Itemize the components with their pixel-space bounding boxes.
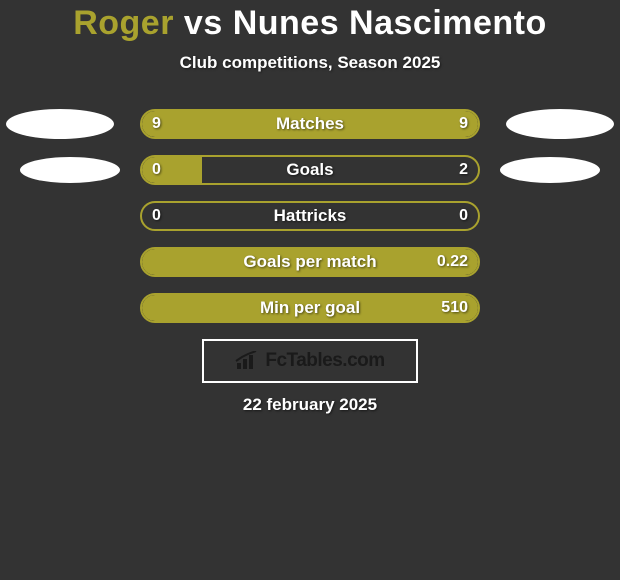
stat-label: Hattricks xyxy=(274,206,347,226)
stat-row-goals-per-match: Goals per match 0.22 xyxy=(0,247,620,277)
player2-name: Nunes Nascimento xyxy=(233,4,547,42)
stat-row-goals: 0 Goals 2 xyxy=(0,155,620,185)
stat-bar: 0 Goals 2 xyxy=(140,155,480,185)
stat-row-min-per-goal: Min per goal 510 xyxy=(0,293,620,323)
stat-value-left: 9 xyxy=(152,115,161,133)
stat-value-left: 0 xyxy=(152,207,161,225)
stat-label: Goals xyxy=(286,160,333,180)
decoration-ellipse xyxy=(500,157,600,183)
decoration-ellipse xyxy=(20,157,120,183)
stat-value-right: 0 xyxy=(459,207,468,225)
bar-chart-icon xyxy=(235,351,259,371)
stat-bar: 0 Hattricks 0 xyxy=(140,201,480,231)
stat-label: Goals per match xyxy=(243,252,376,272)
stat-value-right: 2 xyxy=(459,161,468,179)
stat-value-left: 0 xyxy=(152,161,161,179)
decoration-ellipse xyxy=(6,109,114,139)
stat-row-hattricks: 0 Hattricks 0 xyxy=(0,201,620,231)
stat-label: Matches xyxy=(276,114,344,134)
stat-bar: Goals per match 0.22 xyxy=(140,247,480,277)
vs-text: vs xyxy=(184,4,223,42)
stat-bar: 9 Matches 9 xyxy=(140,109,480,139)
date-text: 22 february 2025 xyxy=(0,395,620,415)
stat-value-right: 9 xyxy=(459,115,468,133)
decoration-ellipse xyxy=(506,109,614,139)
logo-box: FcTables.com xyxy=(202,339,418,383)
page-title: Roger vs Nunes Nascimento xyxy=(0,4,620,43)
stat-bar: Min per goal 510 xyxy=(140,293,480,323)
subtitle: Club competitions, Season 2025 xyxy=(0,53,620,73)
stat-value-right: 0.22 xyxy=(437,253,468,271)
comparison-card: Roger vs Nunes Nascimento Club competiti… xyxy=(0,0,620,415)
player1-name: Roger xyxy=(73,4,174,42)
logo-text: FcTables.com xyxy=(265,350,384,372)
stat-value-right: 510 xyxy=(441,299,468,317)
stat-label: Min per goal xyxy=(260,298,360,318)
stat-row-matches: 9 Matches 9 xyxy=(0,109,620,139)
